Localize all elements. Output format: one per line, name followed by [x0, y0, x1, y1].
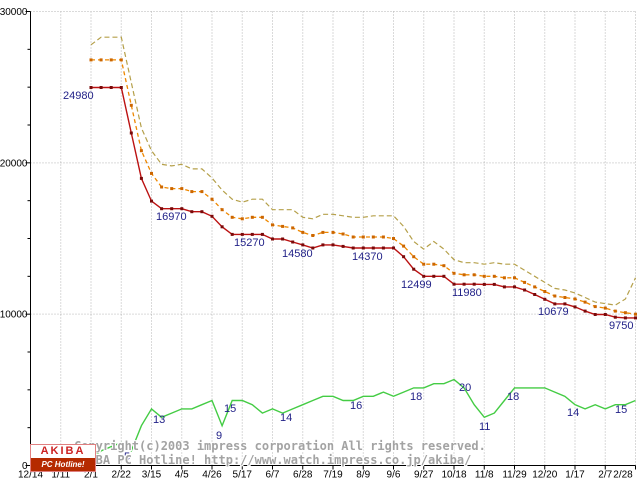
svg-text:10000: 10000	[0, 310, 28, 321]
svg-text:2/7: 2/7	[598, 470, 612, 480]
svg-text:24980: 24980	[63, 90, 94, 102]
svg-text:1/11: 1/11	[51, 470, 70, 480]
svg-text:10679: 10679	[538, 306, 569, 318]
svg-text:5: 5	[124, 451, 130, 463]
svg-text:11/8: 11/8	[475, 470, 494, 480]
svg-text:9/6: 9/6	[387, 470, 401, 480]
svg-text:9: 9	[216, 430, 222, 442]
svg-text:6/28: 6/28	[293, 470, 313, 480]
svg-text:7/19: 7/19	[323, 470, 343, 480]
svg-text:2/1: 2/1	[84, 470, 98, 480]
grid-lines	[30, 11, 636, 466]
svg-text:15: 15	[224, 403, 236, 415]
svg-text:14580: 14580	[282, 248, 313, 260]
svg-text:8/9: 8/9	[356, 470, 370, 480]
svg-text:3/15: 3/15	[142, 470, 162, 480]
svg-text:10/18: 10/18	[441, 470, 466, 480]
svg-text:12/20: 12/20	[532, 470, 557, 480]
svg-text:20: 20	[459, 382, 471, 394]
svg-text:16970: 16970	[156, 211, 187, 223]
svg-text:13: 13	[153, 414, 165, 426]
series-avg-price	[89, 58, 637, 316]
axis-ticks	[25, 11, 636, 470]
svg-text:4/26: 4/26	[202, 470, 222, 480]
series-shop-count	[90, 378, 636, 460]
svg-text:6/7: 6/7	[266, 470, 280, 480]
svg-text:5/17: 5/17	[233, 470, 253, 480]
svg-text:15270: 15270	[234, 237, 265, 249]
akiba-pc-hotline-logo: AKIBA PC Hotline!	[30, 444, 96, 472]
svg-text:12499: 12499	[401, 279, 432, 291]
svg-text:14: 14	[280, 412, 292, 424]
svg-text:16: 16	[350, 400, 362, 412]
copyright-line-1: Copyright(c)2003 impress corporation All…	[74, 439, 486, 453]
series-min-price	[89, 86, 637, 320]
svg-text:11/29: 11/29	[502, 470, 527, 480]
series-max-price	[90, 36, 637, 306]
svg-text:11: 11	[479, 421, 490, 433]
svg-text:18: 18	[410, 391, 422, 403]
svg-text:0: 0	[22, 461, 28, 472]
x-axis-labels: 12/14 1/11 2/1 2/22 3/15 4/5 4/26 5/17 6/7 6/28 7/…	[18, 470, 633, 480]
svg-text:20000: 20000	[0, 158, 28, 169]
svg-text:9750: 9750	[609, 320, 633, 332]
logo-pc-hotline-text: PC Hotline!	[31, 458, 95, 471]
svg-text:2/22: 2/22	[112, 470, 132, 480]
svg-text:15: 15	[615, 404, 627, 416]
svg-text:4/5: 4/5	[175, 470, 189, 480]
svg-text:2/28: 2/28	[613, 470, 633, 480]
y-axis-labels: 30000 20000 10000 0	[0, 7, 28, 472]
logo-akiba-text: AKIBA	[40, 445, 86, 457]
svg-text:11980: 11980	[452, 287, 482, 299]
axes	[30, 11, 636, 466]
copyright-line-2: AKIBA PC Hotline! http://www.watch.impre…	[74, 453, 472, 467]
svg-text:18: 18	[507, 391, 519, 403]
svg-text:14: 14	[567, 407, 579, 419]
annotations: 24980 16970 15270 14580 14370 12499 11980 10679…	[63, 90, 633, 463]
svg-text:12/14: 12/14	[18, 470, 43, 480]
svg-text:30000: 30000	[0, 7, 28, 18]
svg-text:1/17: 1/17	[565, 470, 585, 480]
svg-text:9/27: 9/27	[414, 470, 434, 480]
svg-text:14370: 14370	[352, 251, 383, 263]
